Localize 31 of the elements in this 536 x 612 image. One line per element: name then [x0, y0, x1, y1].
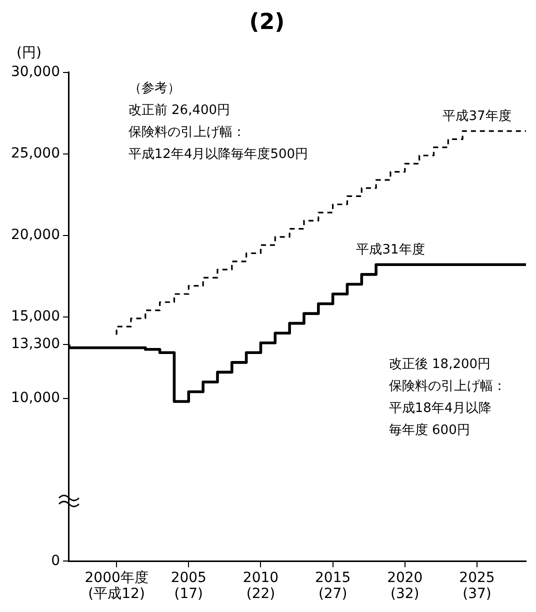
- text: (27): [318, 586, 348, 602]
- y-tick-label: 20,000: [10, 226, 60, 243]
- annotation: 平成37年度: [442, 108, 512, 124]
- y-tick-label: 25,000: [10, 146, 60, 162]
- annotation: 保険料の引上げ幅：: [128, 125, 246, 140]
- annotation: 平成31年度: [356, 242, 425, 258]
- annotation: 平成12年4月以降毎年度500円: [128, 146, 308, 162]
- y-tick-label: 13,300: [10, 336, 60, 352]
- annotation: 改正前 26,400円: [128, 103, 230, 118]
- y-axis-title: (円): [16, 45, 42, 62]
- annotation: 毎年度 600円: [388, 422, 470, 438]
- y-tick-label: 30,000: [10, 64, 60, 80]
- annotation: 改正後 18,200円: [388, 357, 491, 372]
- text: (32): [390, 586, 420, 602]
- x-tick-label: 2005: [170, 570, 206, 586]
- annotation: 保険料の引上げ幅：: [388, 379, 506, 394]
- chart-title: (2): [249, 10, 285, 35]
- annotation: 平成18年4月以降: [388, 401, 492, 416]
- x-tick-label: 2010: [242, 570, 279, 586]
- y-tick-label: 15,000: [10, 308, 60, 324]
- x-tick-label: 2000年度: [84, 570, 148, 586]
- y-tick-label: 10,000: [10, 390, 60, 406]
- text: (37): [462, 586, 492, 602]
- x-tick-label: 2020: [387, 570, 423, 586]
- x-tick-label: 2025: [459, 570, 495, 586]
- y-tick-label: 0: [51, 552, 60, 569]
- text: (17): [174, 586, 204, 602]
- annotation: （参考）: [128, 81, 180, 96]
- text: (22): [246, 586, 276, 602]
- x-tick-label: 2015: [314, 570, 351, 586]
- text: (平成12): [88, 586, 145, 602]
